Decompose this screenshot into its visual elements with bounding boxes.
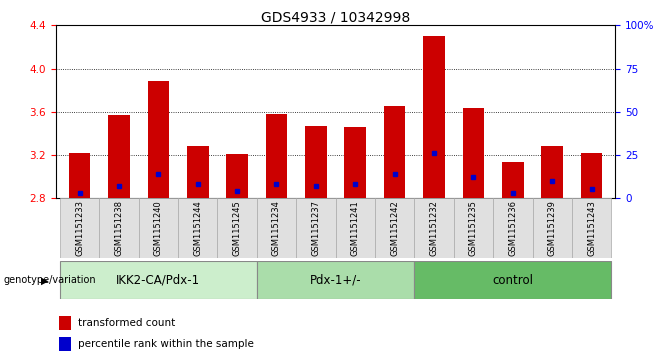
Bar [305,126,327,198]
Text: ▶: ▶ [41,276,48,285]
Text: GSM1151240: GSM1151240 [154,200,163,256]
Bar [266,114,288,198]
Bar [217,198,257,258]
Bar [60,198,99,258]
Bar [59,337,71,351]
Bar [375,198,415,258]
Text: GSM1151232: GSM1151232 [430,200,438,256]
Bar [257,261,415,299]
Text: GSM1151237: GSM1151237 [311,200,320,256]
Text: IKK2-CA/Pdx-1: IKK2-CA/Pdx-1 [116,274,201,287]
Bar [415,198,454,258]
Bar [59,315,71,330]
Text: genotype/variation: genotype/variation [3,276,96,285]
Text: GSM1151244: GSM1151244 [193,200,202,256]
Bar [542,146,563,198]
Bar [178,198,217,258]
Text: control: control [492,274,534,287]
Text: percentile rank within the sample: percentile rank within the sample [78,339,253,349]
Bar [336,198,375,258]
Text: Pdx-1+/-: Pdx-1+/- [310,274,361,287]
Text: GSM1151238: GSM1151238 [114,200,124,256]
Bar [572,198,611,258]
Text: GSM1151243: GSM1151243 [587,200,596,256]
Bar [532,198,572,258]
Bar [187,146,209,198]
Text: GSM1151236: GSM1151236 [509,200,517,256]
Text: GSM1151235: GSM1151235 [469,200,478,256]
Bar [502,162,524,198]
Bar [415,261,611,299]
Bar [139,198,178,258]
Text: GSM1151242: GSM1151242 [390,200,399,256]
Bar [581,152,603,198]
Bar [384,106,405,198]
Bar [68,152,90,198]
Bar [226,154,248,198]
Text: GSM1151234: GSM1151234 [272,200,281,256]
Bar [108,115,130,198]
Bar [99,198,139,258]
Bar [344,127,366,198]
Bar [257,198,296,258]
Bar [147,81,169,198]
Bar [493,198,532,258]
Bar [454,198,493,258]
Bar [463,109,484,198]
Bar [60,261,257,299]
Bar [423,36,445,198]
Title: GDS4933 / 10342998: GDS4933 / 10342998 [261,10,410,24]
Text: GSM1151239: GSM1151239 [547,200,557,256]
Bar [296,198,336,258]
Text: transformed count: transformed count [78,318,175,328]
Text: GSM1151241: GSM1151241 [351,200,360,256]
Text: GSM1151233: GSM1151233 [75,200,84,256]
Text: GSM1151245: GSM1151245 [233,200,241,256]
